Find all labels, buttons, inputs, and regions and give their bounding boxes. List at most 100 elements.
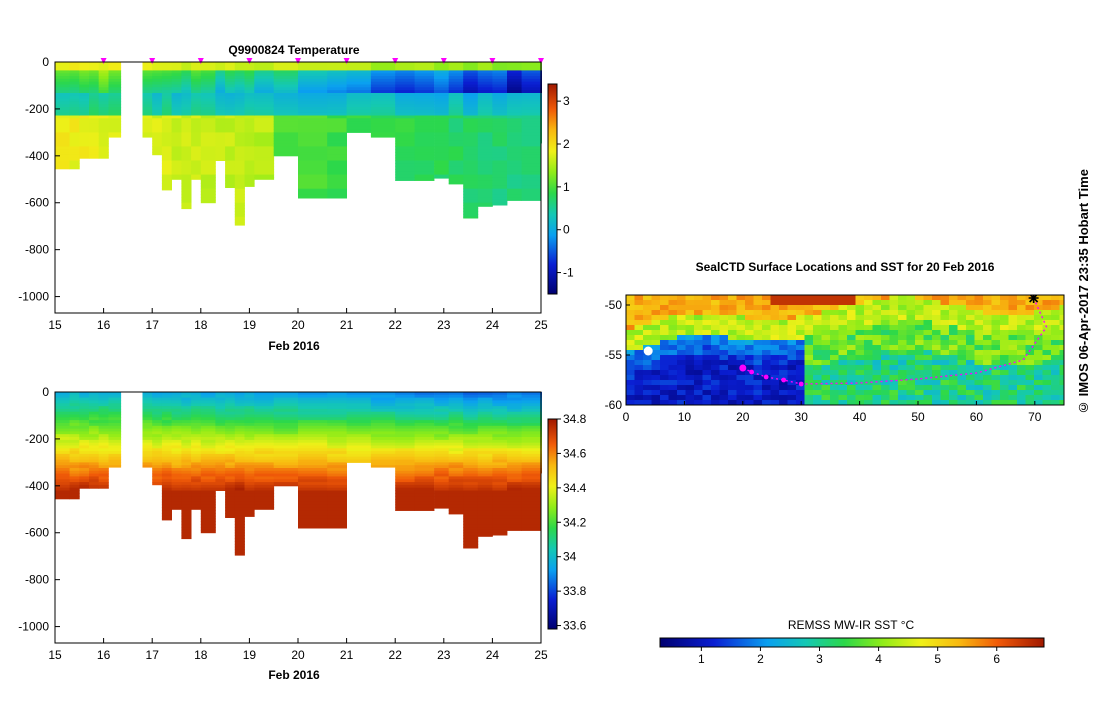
t-cell (273, 62, 299, 66)
sst-cell (728, 305, 737, 311)
s-cell (448, 425, 464, 430)
t-cell (254, 129, 275, 133)
sst-cell (1059, 370, 1064, 376)
s-profile-6 (142, 392, 153, 468)
t-cell (234, 188, 245, 192)
s-cell (225, 420, 236, 424)
t-cell (448, 154, 464, 159)
sst-cell (651, 335, 661, 341)
t-cell (477, 140, 493, 145)
t-cell (346, 90, 372, 94)
s-cell (395, 496, 415, 500)
sst-cell (728, 380, 737, 386)
sst-cell (940, 370, 950, 376)
sst-cell (923, 315, 933, 321)
t-cell (69, 166, 80, 170)
t-cell (463, 109, 479, 114)
s-cell (395, 408, 415, 413)
t-cell (395, 123, 415, 128)
sst-cell (898, 315, 907, 321)
s-cell (89, 431, 100, 435)
t-cell (244, 87, 255, 91)
sst-cell (1008, 365, 1018, 371)
s-cell (191, 414, 202, 418)
s-cell (79, 462, 90, 466)
t-cell (507, 169, 522, 173)
sst-cell (779, 370, 788, 376)
t-cell (142, 112, 153, 116)
t-cell (254, 143, 275, 147)
s-cell (327, 434, 347, 438)
sst-cell (762, 360, 771, 366)
s-cell (448, 439, 464, 444)
t-cell (327, 163, 347, 167)
sst-cell (651, 340, 661, 346)
t-cell (273, 118, 299, 122)
sst-cell (643, 365, 652, 371)
s-cell (273, 479, 299, 483)
t-cell (298, 135, 328, 139)
s-cell (507, 513, 522, 517)
s-cell (181, 437, 192, 441)
s-cell (395, 507, 415, 511)
s-cell (161, 487, 172, 491)
s-cell (395, 462, 415, 466)
t-cell (108, 70, 122, 74)
s-cell (244, 513, 255, 517)
t-cell (463, 126, 479, 130)
t-cell (142, 87, 153, 91)
t-cell (191, 123, 202, 128)
sst-cell (660, 330, 669, 336)
s-cell (507, 484, 522, 489)
sst-cell (872, 385, 882, 391)
sst-cell (779, 345, 788, 351)
sst-cell (821, 345, 831, 351)
t-cell (327, 87, 347, 91)
t-cell (171, 64, 182, 69)
t-cell (346, 109, 372, 114)
sst-cell (702, 390, 712, 396)
sst-cell (626, 395, 635, 401)
sst-cell (796, 370, 805, 376)
sst-cell (906, 355, 916, 361)
t-cell (108, 87, 122, 91)
sst-cell (1000, 330, 1009, 336)
s-cell (370, 414, 396, 418)
sst-cell (685, 340, 695, 346)
t-cell (200, 132, 216, 136)
t-cell (254, 140, 275, 145)
x-tick-label: 15 (48, 648, 62, 662)
t-cell (463, 216, 479, 219)
t-cell (108, 90, 122, 94)
sst-cell (864, 315, 873, 321)
t-cell (395, 67, 415, 71)
s-cell (108, 451, 122, 455)
t-cell (234, 101, 245, 105)
s-cell (414, 507, 435, 511)
sst-cell (881, 320, 890, 326)
t-cell (108, 78, 122, 83)
s-cell (327, 510, 347, 514)
x-tick-label: 19 (243, 648, 257, 662)
sst-cell (889, 315, 899, 321)
t-cell (434, 112, 450, 116)
s-cell (244, 397, 255, 401)
s-cell (89, 434, 100, 438)
sst-cell (906, 325, 916, 331)
sst-cell (915, 380, 924, 386)
sst-cell (660, 370, 669, 376)
s-cell (448, 473, 464, 477)
t-cell (507, 185, 522, 190)
s-cell (79, 456, 90, 460)
s-cell (463, 532, 479, 536)
s-cell (181, 414, 192, 418)
t-cell (225, 107, 236, 111)
sst-cell (634, 350, 644, 356)
sst-cell (881, 310, 890, 316)
s-cell (521, 518, 542, 522)
sst-cell (694, 350, 703, 356)
s-cell (327, 408, 347, 413)
s-cell (414, 420, 435, 424)
sst-cell (838, 395, 848, 401)
sst-cell (745, 385, 754, 391)
